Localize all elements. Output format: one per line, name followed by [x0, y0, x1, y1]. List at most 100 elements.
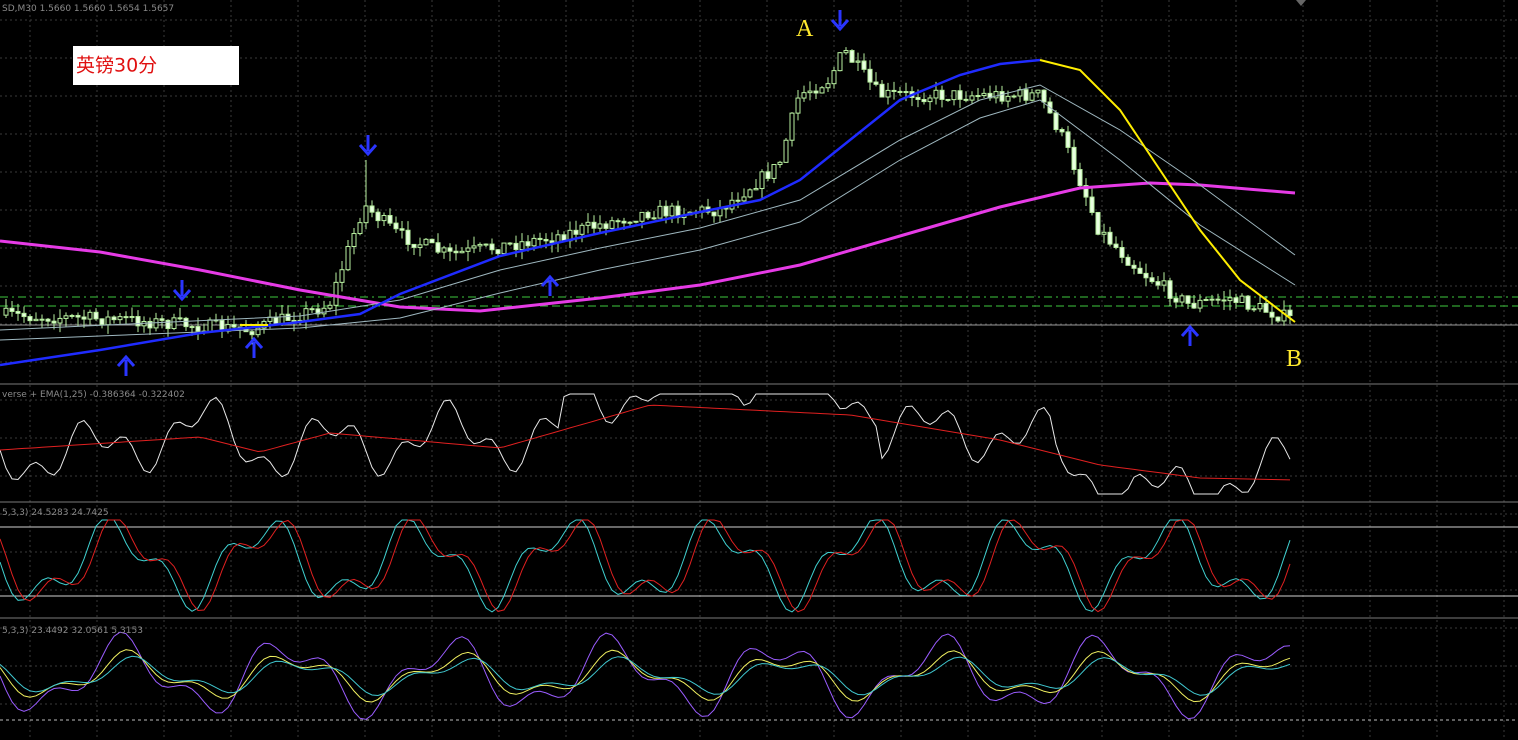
candle-body	[651, 217, 657, 220]
candle-body	[45, 318, 51, 322]
candle-body	[753, 188, 759, 191]
candle-body	[807, 90, 813, 94]
candle-body	[3, 307, 9, 316]
candle-body	[1107, 231, 1113, 245]
candle-body	[1155, 281, 1161, 286]
chart-label: 英镑30分	[76, 55, 157, 77]
indicator-info: verse + EMA(1,25) -0.386364 -0.322402	[2, 390, 185, 400]
candle-body	[1083, 185, 1089, 198]
label-box	[73, 46, 239, 85]
candle-body	[1287, 309, 1293, 317]
candle-body	[549, 240, 555, 244]
candle-body	[411, 243, 417, 248]
candle-body	[393, 222, 399, 230]
candle-body	[15, 310, 21, 314]
arrow-head	[116, 354, 136, 367]
candle-body	[657, 205, 663, 219]
candle-body	[645, 211, 651, 219]
candle-body	[1197, 299, 1203, 309]
arrow-head	[244, 336, 264, 349]
point-label: B	[1286, 346, 1302, 372]
candle-body	[963, 98, 969, 101]
candle-body	[855, 60, 861, 63]
candle-body	[519, 241, 525, 251]
candle-body	[843, 50, 849, 54]
candle-body	[969, 95, 975, 101]
candle-body	[945, 98, 951, 101]
stoch-main	[0, 519, 1291, 613]
candle-body	[639, 211, 645, 222]
candle-body	[975, 95, 981, 98]
candle-body	[315, 308, 321, 315]
candle-body	[927, 97, 933, 103]
candle-body	[1053, 112, 1059, 131]
candle-body	[621, 220, 627, 224]
candle-body	[249, 331, 255, 336]
candle-body	[1161, 280, 1167, 286]
candle-body	[573, 229, 579, 235]
candle-body	[1179, 295, 1185, 303]
candle-body	[1209, 298, 1215, 301]
candle-body	[39, 318, 45, 321]
candle-body	[369, 205, 375, 213]
candle-body	[93, 311, 99, 320]
candle-body	[831, 70, 837, 85]
candle-body	[615, 220, 621, 223]
candle-body	[333, 281, 339, 306]
candle-body	[981, 92, 987, 97]
candle-body	[627, 221, 633, 224]
momentum-line	[0, 393, 1291, 495]
candle-body	[1095, 211, 1101, 235]
candle-body	[51, 320, 57, 324]
candle-body	[837, 52, 843, 72]
candle-body	[1059, 129, 1065, 133]
candle-body	[111, 316, 117, 321]
arrow-head	[1180, 324, 1200, 337]
candle-body	[669, 205, 675, 217]
candle-body	[771, 164, 777, 179]
candle-body	[1251, 308, 1257, 311]
candle-body	[801, 92, 807, 99]
candle-body	[1113, 243, 1119, 248]
candle-body	[495, 249, 501, 255]
candle-body	[423, 238, 429, 246]
fast-ma	[0, 58, 1041, 367]
candle-body	[585, 221, 591, 226]
candle-body	[1275, 316, 1281, 322]
candle-body	[327, 304, 333, 309]
point-label: A	[796, 16, 814, 42]
indicator-lines	[0, 393, 1291, 720]
candle-body	[885, 89, 891, 98]
candle-body	[21, 312, 27, 318]
candle-body	[747, 189, 753, 198]
candle-body	[75, 314, 81, 318]
candle-body	[429, 238, 435, 244]
candle-body	[1143, 272, 1149, 279]
candle-body	[69, 314, 75, 317]
candle-body	[501, 242, 507, 255]
candle-body	[483, 243, 489, 246]
candle-body	[873, 81, 879, 85]
candle-body	[183, 317, 189, 328]
candle-body	[159, 318, 165, 321]
candle-body	[27, 316, 33, 322]
candle-body	[189, 326, 195, 329]
candle-body	[1215, 298, 1221, 301]
candle-body	[81, 316, 87, 320]
candle-body	[357, 222, 363, 235]
candle-body	[57, 317, 63, 324]
candle-body	[99, 318, 105, 326]
band-upper	[0, 84, 1296, 331]
candle-body	[537, 237, 543, 240]
candle-body	[1035, 89, 1041, 94]
candle-body	[1263, 302, 1269, 313]
candle-body	[1071, 146, 1077, 171]
slow-ma	[0, 181, 1296, 313]
candle-body	[231, 324, 237, 328]
candle-body	[117, 316, 123, 321]
kdj-d	[0, 655, 1291, 697]
indicator-info: 5,3,3) 24.5283 24.7425	[2, 508, 109, 518]
candle-body	[459, 250, 465, 254]
kdj-j	[0, 631, 1291, 720]
candles	[3, 47, 1293, 345]
